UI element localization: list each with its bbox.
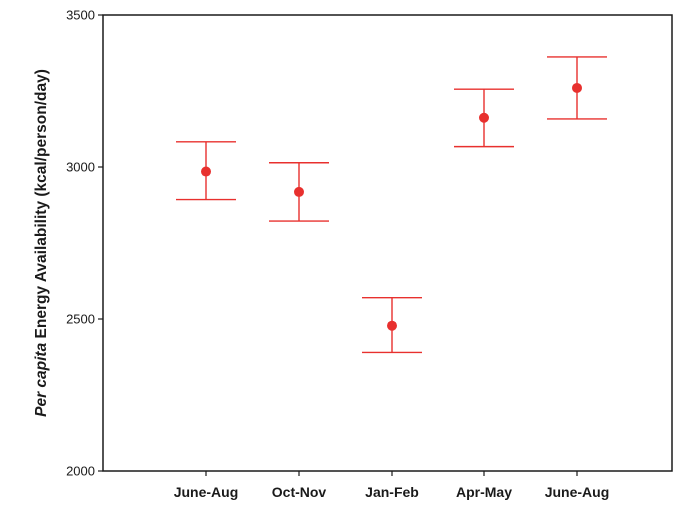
mean-point	[294, 186, 304, 197]
x-tick-label: Apr-May	[456, 484, 512, 500]
y-tick-label: 3500	[66, 8, 95, 23]
x-tick-label: Jan-Feb	[365, 484, 419, 500]
x-tick-label: June-Aug	[545, 484, 610, 500]
y-tick-label: 2500	[66, 312, 95, 327]
y-axis-label-italic: Per capita	[33, 342, 50, 416]
series-means-with-error-bars	[176, 56, 607, 354]
plot-frame	[102, 14, 673, 472]
y-tick-label: 3000	[66, 160, 95, 175]
mean-point	[572, 82, 582, 93]
x-tick-label: Oct-Nov	[272, 484, 327, 500]
y-axis: 2000 2500 3000 3500	[66, 8, 103, 479]
mean-point	[201, 166, 211, 177]
y-axis-label: Per capita Energy Availability (kcal/per…	[33, 69, 50, 417]
mean-point	[479, 112, 489, 123]
mean-point	[387, 320, 397, 331]
y-axis-label-rest: Energy Availability (kcal/person/day)	[33, 69, 50, 343]
y-tick-label: 2000	[66, 464, 95, 479]
x-axis: June-Aug Oct-Nov Jan-Feb Apr-May June-Aug	[174, 471, 610, 500]
x-tick-label: June-Aug	[174, 484, 239, 500]
